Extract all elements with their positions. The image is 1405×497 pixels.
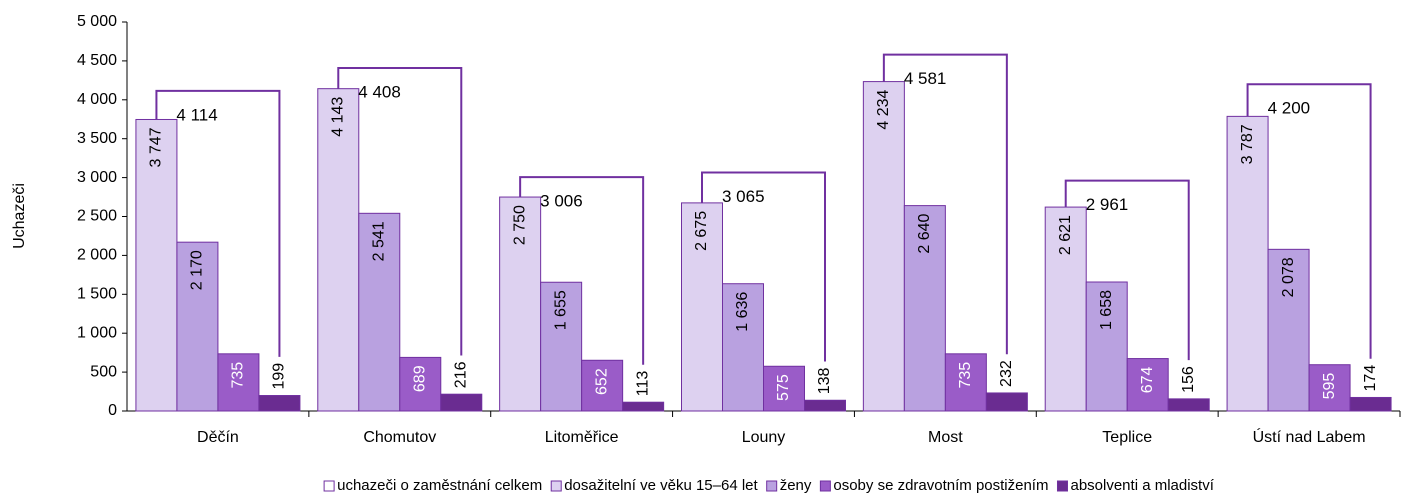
bar [1349,396,1392,412]
total-bracket [1064,179,1190,361]
legend-swatch [1056,480,1068,492]
bar [1044,206,1087,412]
value-label: 2 170 [189,250,206,290]
legend-label: osoby se zdravotním postižením [833,477,1048,494]
y-tick-label: 0 [108,402,117,419]
y-tick-label: 4 000 [77,91,117,108]
value-label: 2 541 [371,221,388,261]
value-label: 3 787 [1239,124,1256,164]
bar [440,393,483,412]
y-tick-label: 2 500 [77,208,117,225]
legend-swatch [819,480,831,492]
y-tick-label: 4 500 [77,52,117,69]
bar [176,241,219,412]
bar [317,88,360,412]
bar [1167,398,1210,412]
total-label: 4 408 [358,83,401,102]
total-label: 4 200 [1268,99,1311,118]
legend-label: dosažitelní ve věku 15–64 let [564,477,758,494]
legend-swatch [766,480,778,492]
bar [358,212,401,412]
x-tick-label: Teplice [1102,429,1152,446]
value-label: 1 636 [734,292,751,332]
bar [763,365,805,412]
bar [985,392,1028,412]
bar [862,81,905,412]
x-tick-label: Most [928,429,963,446]
value-label: 138 [816,367,833,394]
y-tick-label: 500 [90,363,117,380]
bar [581,359,624,412]
y-tick-label: 1 000 [77,324,117,341]
y-tick-label: 5 000 [77,13,117,30]
value-label: 2 621 [1057,215,1074,255]
y-axis-label: Uchazeči [11,183,28,249]
y-tick-label: 2 000 [77,247,117,264]
total-bracket [1246,83,1372,359]
value-label: 595 [1321,373,1338,400]
value-label: 2 078 [1280,257,1297,297]
total-bracket [519,176,645,365]
bar [681,202,723,412]
value-label: 674 [1139,366,1156,393]
total-label: 4 114 [176,105,217,124]
value-label: 575 [775,374,792,401]
bar [399,356,442,412]
legend-label: absolventi a mladiství [1070,477,1214,494]
value-label: 3 747 [148,127,165,167]
value-label: 1 655 [552,290,569,330]
bar [258,395,301,412]
legend-label: ženy [780,477,812,494]
y-tick-label: 3 000 [77,169,117,186]
value-label: 199 [271,363,288,390]
value-label: 4 234 [875,90,892,130]
x-tick-label: Děčín [197,429,239,446]
legend-swatch [550,480,562,492]
value-label: 4 143 [330,97,347,137]
legend-label: uchazeči o zaměstnání celkem [337,477,542,494]
value-label: 735 [230,362,247,389]
x-tick-label: Chomutov [363,429,436,446]
value-label: 735 [957,362,974,389]
bar [1085,281,1128,412]
value-label: 1 658 [1098,290,1115,330]
value-label: 2 675 [693,211,710,251]
total-label: 2 961 [1086,195,1129,214]
total-bracket [882,53,1008,355]
total-bracket [701,171,826,362]
legend-swatch [323,480,335,492]
value-label: 689 [412,365,429,392]
value-label: 652 [593,368,610,395]
x-tick-label: Louny [742,429,786,446]
value-label: 2 640 [916,214,933,254]
value-label: 2 750 [511,205,528,245]
value-label: 113 [634,371,651,397]
bar [722,283,764,412]
bar [944,353,987,412]
bar [804,399,846,412]
y-tick-label: 3 500 [77,130,117,147]
bar [1308,364,1351,412]
value-label: 174 [1362,365,1379,392]
total-bracket [155,89,281,357]
value-label: 232 [998,360,1015,387]
bar [1126,358,1169,412]
total-label: 3 065 [722,187,765,206]
value-label: 216 [453,361,470,388]
total-bracket [337,67,463,356]
y-tick-label: 1 500 [77,286,117,303]
total-label: 3 006 [540,192,583,211]
value-label: 156 [1180,366,1197,393]
bar [622,401,665,412]
bar [217,353,260,412]
bar [540,281,583,412]
total-label: 4 581 [904,69,947,88]
bar [1267,248,1310,412]
bar [903,205,946,412]
x-tick-label: Ústí nad Labem [1253,427,1366,446]
x-tick-label: Litoměřice [545,429,619,446]
